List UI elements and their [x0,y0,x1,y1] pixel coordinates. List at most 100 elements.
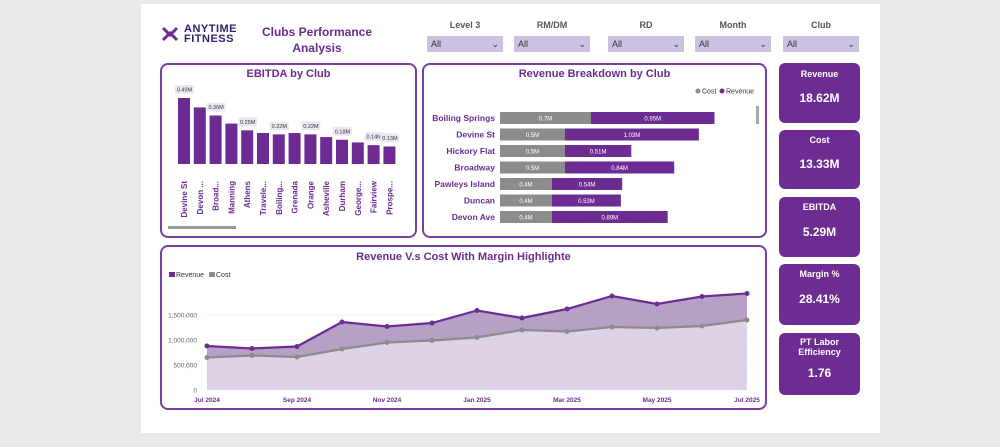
kpi-value: 13.33M [799,157,840,171]
revenue-data-label: 0.95M [644,117,661,123]
cost-point [384,340,390,345]
ebitda-bar [225,123,238,164]
revenue-point [294,344,300,349]
revenue-point [654,301,660,307]
x-tick-label: May 2025 [643,397,672,404]
y-category-label: Duncan [464,196,495,206]
x-tick-label: Prospe... [385,181,394,215]
vertical-scrollbar [756,106,759,124]
ebitda-bar [209,115,222,164]
kpi-label: EBITDA [802,202,837,212]
filter-label: RD [639,20,653,30]
x-tick-label: Durham [338,181,347,211]
chevron-down-icon: ⌄ [847,38,855,49]
logo-line1: ANYTIME [184,23,237,35]
filter-label: Month [719,20,747,30]
cost-data-label: 0.4M [519,199,532,205]
filter-label: Club [811,20,831,30]
filter-level3-dropdown[interactable]: All ⌄ [427,36,503,52]
x-tick-label: Travele... [259,181,268,215]
data-label-bg [301,121,321,131]
cost-point [294,354,300,360]
kpi-label: Margin % [799,269,840,279]
filter-club-dropdown[interactable]: All ⌄ [783,36,859,52]
cost-bar [500,194,552,207]
cost-point [339,346,345,352]
logo-line2: FITNESS [184,33,234,45]
x-tick-label: Fairview [370,180,379,213]
x-tick-label: Nov 2024 [373,397,402,404]
cost-point [699,323,705,329]
y-tick-label: 1,000,000 [168,338,197,345]
legend-cost-marker [695,88,701,94]
kpi-value: 5.29M [802,225,837,239]
filter-value: All [431,39,442,49]
x-tick-label: Boiling... [275,181,284,215]
x-tick-label: Jul 2025 [734,397,760,404]
ebitda-data-label: 0.22M [303,124,319,130]
margin-area [207,293,747,358]
x-tick-label: Orange [306,180,315,209]
y-tick-label: 1,500,000 [168,313,197,320]
revenue-bar [565,128,699,141]
ebitda-bar [193,107,206,164]
kpi-card-ebitda: EBITDA 5.29M [779,197,860,257]
legend-cost-label: Cost [216,272,230,279]
cost-area [207,320,747,390]
kpi-card-revenue: Revenue 18.62M [779,63,860,123]
x-tick-label: Athens [243,180,252,208]
revenue-point [519,315,525,321]
ebitda-bar [241,130,254,164]
ebitda-data-label: 0.22M [272,124,288,130]
filter-value: All [612,39,623,49]
filter-rmdm: RM/DM All ⌄ [514,20,590,52]
ebitda-bar [383,146,396,164]
ebitda-bar [320,137,333,164]
chevron-down-icon: ⌄ [759,38,767,49]
ebitda-data-label: 0.13M [382,136,398,142]
revenue-point [699,294,705,299]
filter-value: All [518,39,529,49]
filter-rmdm-dropdown[interactable]: All ⌄ [514,36,590,52]
revenue-data-label: 0.51M [590,150,607,156]
x-tick-label: Jan 2025 [463,397,491,404]
revenue-bar [565,161,675,174]
revenue-data-label: 1.03M [624,133,641,139]
filter-month: Month All ⌄ [695,20,771,52]
cost-point [564,329,570,334]
cost-point [609,324,615,330]
running-man-icon [161,26,179,42]
revenue-bar [552,211,668,223]
legend-revenue-label: Revenue [176,272,204,279]
filter-value: All [699,39,710,49]
cost-data-label: 0.5M [526,166,539,172]
y-category-label: Boiling Springs [432,113,495,123]
y-tick-label: 500,000 [174,363,198,370]
data-label-bg [238,117,258,127]
cost-bar [500,161,565,174]
data-label-bg [269,121,289,131]
data-label-bg [364,132,384,142]
cost-point [744,317,750,323]
legend-revenue-label: Revenue [726,89,754,96]
ebitda-data-label: 0.18M [335,129,351,135]
revenue-breakdown-title: Revenue Breakdown by Club [518,68,671,80]
kpi-value: 28.41% [799,292,840,306]
ebitda-chart-title: EBITDA by Club [246,68,331,80]
cost-data-label: 0.7M [539,117,552,123]
ebitda-bar [272,134,285,164]
ebitda-bar [351,142,364,164]
y-category-label: Devine St [456,130,495,140]
revenue-bar [552,194,621,207]
filter-month-dropdown[interactable]: All ⌄ [695,36,771,52]
filter-label: Level 3 [449,20,481,30]
cost-data-label: 0.4M [519,216,532,222]
filter-rd-dropdown[interactable]: All ⌄ [608,36,684,52]
cost-point [519,327,525,333]
revenue-cost-panel: Revenue V.s Cost With Margin Highlighte … [160,245,767,410]
cost-data-label: 0.5M [526,150,539,156]
x-tick-label: Manning [227,181,236,214]
page-title-line2: Analysis [292,41,342,55]
y-category-label: Hickory Flat [446,146,495,156]
cost-point [429,338,435,343]
